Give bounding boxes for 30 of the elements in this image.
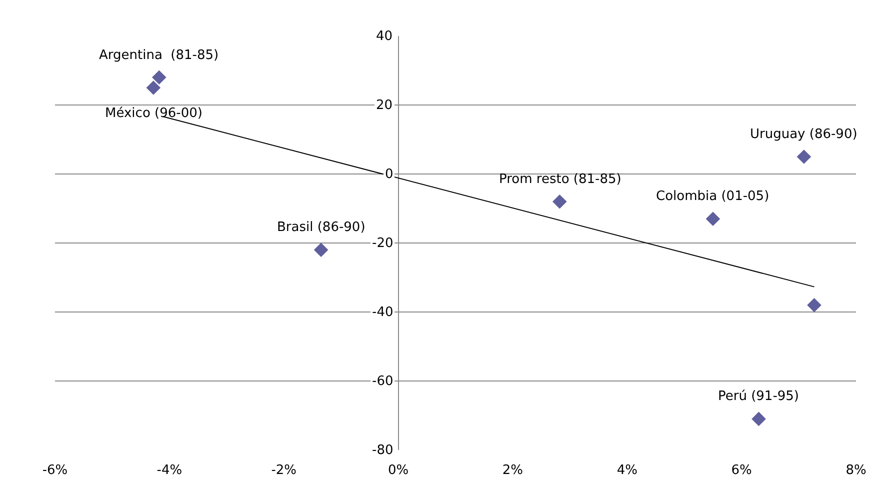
x-tick-label: 0% bbox=[388, 463, 409, 478]
x-tick-label: -4% bbox=[156, 463, 182, 478]
point bbox=[796, 150, 812, 164]
point bbox=[314, 242, 328, 258]
point bbox=[752, 412, 766, 426]
y-tick-label: -20 bbox=[372, 236, 394, 251]
annotation: Uruguay (86-90) bbox=[750, 127, 858, 142]
x-tick-label: -6% bbox=[42, 463, 68, 478]
x-tick-label: 2% bbox=[502, 463, 524, 478]
y-tick-label: 20 bbox=[376, 98, 393, 113]
point bbox=[706, 212, 720, 226]
y-tick-label: -80 bbox=[372, 443, 394, 458]
point bbox=[552, 194, 567, 209]
annotation: Prom resto (81-85) bbox=[499, 172, 622, 187]
x-tick-label: -2% bbox=[271, 463, 297, 478]
annotation: Perú (91-95) bbox=[718, 389, 800, 404]
point bbox=[807, 298, 822, 312]
y-tick-label: 0 bbox=[385, 167, 394, 182]
annotation: Colombia (01-05) bbox=[656, 189, 770, 204]
point bbox=[146, 80, 161, 95]
y-tick-label: 40 bbox=[376, 29, 393, 44]
y-tick-label: -40 bbox=[372, 305, 394, 320]
y-tick-label: -60 bbox=[372, 374, 394, 389]
annotation: México (96-00) bbox=[105, 106, 202, 121]
annotation: Argentina (81-85) bbox=[99, 48, 219, 63]
x-tick-label: 6% bbox=[731, 463, 752, 478]
point bbox=[152, 70, 166, 85]
x-tick-label: 4% bbox=[616, 463, 638, 478]
x-tick-label: 8% bbox=[846, 463, 866, 478]
annotation: Brasil (86-90) bbox=[277, 220, 366, 235]
